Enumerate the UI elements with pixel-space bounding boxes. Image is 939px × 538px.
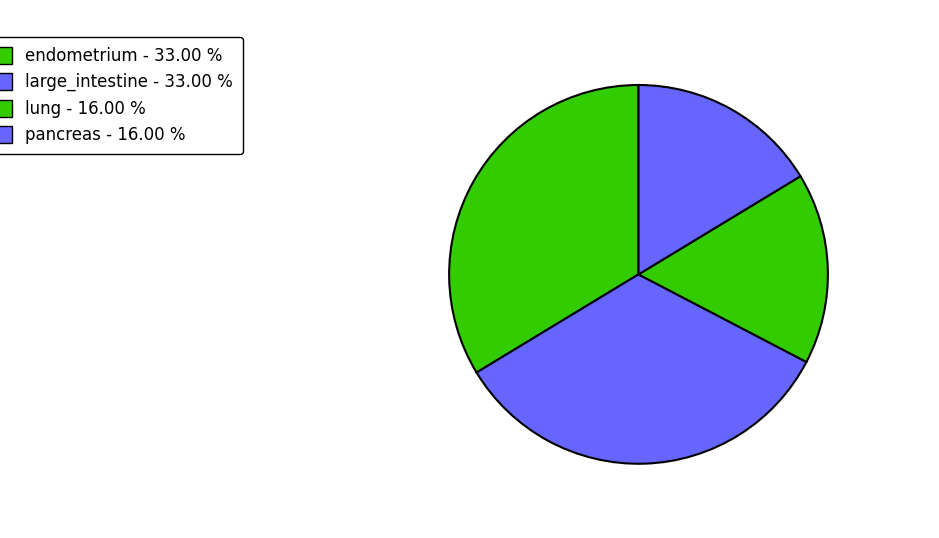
Wedge shape [639, 176, 828, 362]
Legend: endometrium - 33.00 %, large_intestine - 33.00 %, lung - 16.00 %, pancreas - 16.: endometrium - 33.00 %, large_intestine -… [0, 37, 243, 154]
Wedge shape [449, 85, 639, 372]
Wedge shape [639, 85, 800, 274]
Wedge shape [477, 274, 807, 464]
